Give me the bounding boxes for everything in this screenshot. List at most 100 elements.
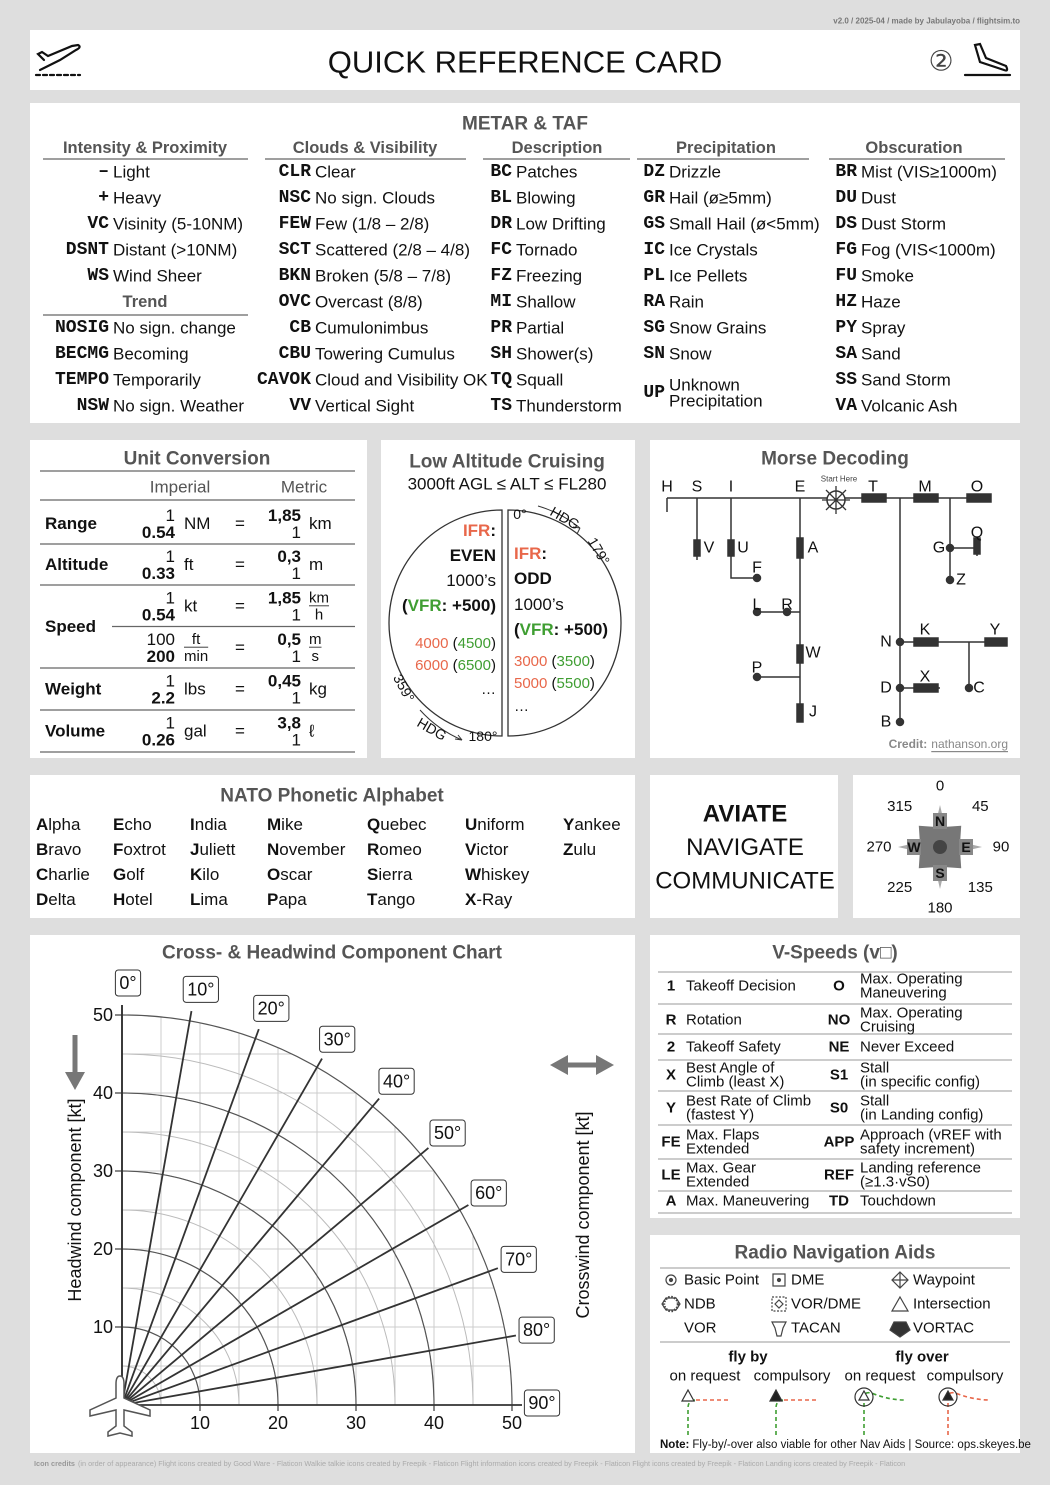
speed-code: S1 bbox=[830, 1067, 848, 1084]
word-rest: ndia bbox=[195, 815, 228, 834]
description: Fog (VIS<1000m) bbox=[861, 241, 996, 260]
route-diagrams bbox=[687, 1391, 991, 1435]
phonetic-word: Whiskey bbox=[465, 865, 530, 884]
description: Squall bbox=[516, 371, 563, 390]
cruising-shape bbox=[388, 505, 622, 741]
minor-arc bbox=[121, 1131, 396, 1406]
denominator: 0.54 bbox=[142, 523, 176, 542]
description: Towering Cumulus bbox=[315, 345, 455, 364]
description: Spray bbox=[861, 319, 906, 338]
panels-part bbox=[30, 30, 1020, 90]
cardinal-letter: E bbox=[961, 839, 970, 855]
speed-description: Landing reference bbox=[860, 1160, 981, 1177]
cruising-shape-part bbox=[537, 505, 581, 529]
phonetic-word: Charlie bbox=[36, 865, 90, 884]
route-diagrams-part bbox=[947, 1391, 991, 1435]
code: VC bbox=[87, 214, 109, 234]
panel-title: Cross- & Headwind Component Chart bbox=[162, 943, 503, 964]
morse-letter: D bbox=[880, 680, 892, 697]
phonetic-word: Romeo bbox=[367, 840, 422, 859]
rich-line: ODD bbox=[514, 569, 552, 588]
equals-sign: = bbox=[235, 555, 245, 574]
note-label: Note: bbox=[660, 1439, 689, 1451]
description: Mist (VIS≥1000m) bbox=[861, 163, 997, 182]
word-initial: E bbox=[113, 815, 124, 834]
unit: km bbox=[309, 514, 332, 533]
denominator: 2.2 bbox=[151, 689, 175, 708]
rich-line: EVEN bbox=[450, 546, 496, 565]
numerator: 1,85 bbox=[268, 588, 301, 607]
text-run: 6000 bbox=[415, 657, 448, 674]
tick-arc bbox=[121, 1014, 513, 1406]
unit: ft bbox=[184, 555, 194, 574]
numerator: 0,45 bbox=[268, 672, 301, 691]
panels-part bbox=[30, 935, 635, 1453]
code: DSNT bbox=[66, 240, 109, 260]
code: CBU bbox=[279, 344, 311, 364]
radio-icons-part bbox=[668, 1277, 674, 1283]
panel-title: Morse Decoding bbox=[761, 449, 909, 470]
word-rest: apa bbox=[278, 890, 307, 909]
text-run: 1000’s bbox=[514, 595, 564, 614]
word-rest: ravo bbox=[48, 840, 81, 859]
speed-description: Takeoff Safety bbox=[686, 1039, 781, 1056]
panels-part bbox=[650, 775, 838, 918]
morse-tree-part bbox=[966, 493, 992, 503]
numerator: 1 bbox=[166, 714, 175, 733]
radio-icons-part bbox=[662, 1295, 680, 1313]
panel-title: Low Altitude Cruising bbox=[409, 452, 605, 473]
x-tick-label: 10 bbox=[190, 1413, 210, 1433]
speed-description: Extended bbox=[686, 1141, 749, 1158]
rich-line: 1000’s bbox=[514, 595, 564, 614]
phonetic-word: Juliett bbox=[190, 840, 236, 859]
description: Temporarily bbox=[113, 371, 201, 390]
code: SA bbox=[835, 344, 857, 364]
heading-number: 135 bbox=[968, 879, 993, 896]
axis-title: Crosswind component [kt] bbox=[573, 1111, 593, 1318]
axis-title: Headwind component [kt] bbox=[65, 1098, 85, 1301]
phonetic-word: X-Ray bbox=[465, 890, 513, 909]
word-initial: W bbox=[465, 865, 482, 884]
word-rest: oxtrot bbox=[123, 840, 166, 859]
speed-description: (fastest Y) bbox=[686, 1107, 754, 1124]
numerator: 1 bbox=[166, 547, 175, 566]
code: BL bbox=[490, 188, 512, 208]
description: Scattered (2/8 – 4/8) bbox=[315, 241, 470, 260]
numerator: 1 bbox=[166, 672, 175, 691]
rich-line: IFR: bbox=[463, 521, 496, 540]
description: Becoming bbox=[113, 345, 189, 364]
y-tick-label: 30 bbox=[93, 1161, 113, 1181]
denominator: 1 bbox=[292, 689, 301, 708]
tick-arc bbox=[121, 1326, 201, 1406]
panel-title: NATO Phonetic Alphabet bbox=[220, 786, 444, 807]
text-run: VFR bbox=[408, 596, 442, 615]
radio-icons-part bbox=[776, 1277, 782, 1283]
morse-tree-part bbox=[693, 539, 701, 557]
angle-label: 10° bbox=[187, 979, 214, 999]
word-initial: C bbox=[36, 865, 48, 884]
rich-line: IFR: bbox=[514, 544, 547, 563]
morse-tree-part bbox=[796, 703, 804, 723]
phonetic-word: Victor bbox=[465, 840, 509, 859]
unit: h bbox=[315, 606, 323, 623]
radio-icons-part bbox=[891, 1271, 909, 1289]
heading-number: 0 bbox=[936, 778, 944, 795]
morse-letter: O bbox=[971, 479, 983, 496]
angle-label: 70° bbox=[505, 1249, 532, 1269]
speed-code: TD bbox=[829, 1193, 849, 1210]
morse-tree-part bbox=[913, 683, 939, 693]
text-run: 1000’s bbox=[446, 571, 496, 590]
speed-description: Max. Maneuvering bbox=[686, 1193, 809, 1210]
phonetic-word: Foxtrot bbox=[113, 840, 166, 859]
speed-description: Max. Gear bbox=[686, 1160, 756, 1177]
cardinal-box bbox=[933, 865, 947, 881]
denominator: 0.54 bbox=[142, 605, 176, 624]
speed-code: O bbox=[833, 978, 845, 995]
text-run: ODD bbox=[514, 569, 552, 588]
speed-description: Best Rate of Climb bbox=[686, 1093, 811, 1110]
unit: kt bbox=[184, 596, 198, 615]
cruising-shape-part bbox=[419, 709, 463, 741]
morse-letter: H bbox=[661, 479, 673, 496]
description: Thunderstorm bbox=[516, 397, 622, 416]
